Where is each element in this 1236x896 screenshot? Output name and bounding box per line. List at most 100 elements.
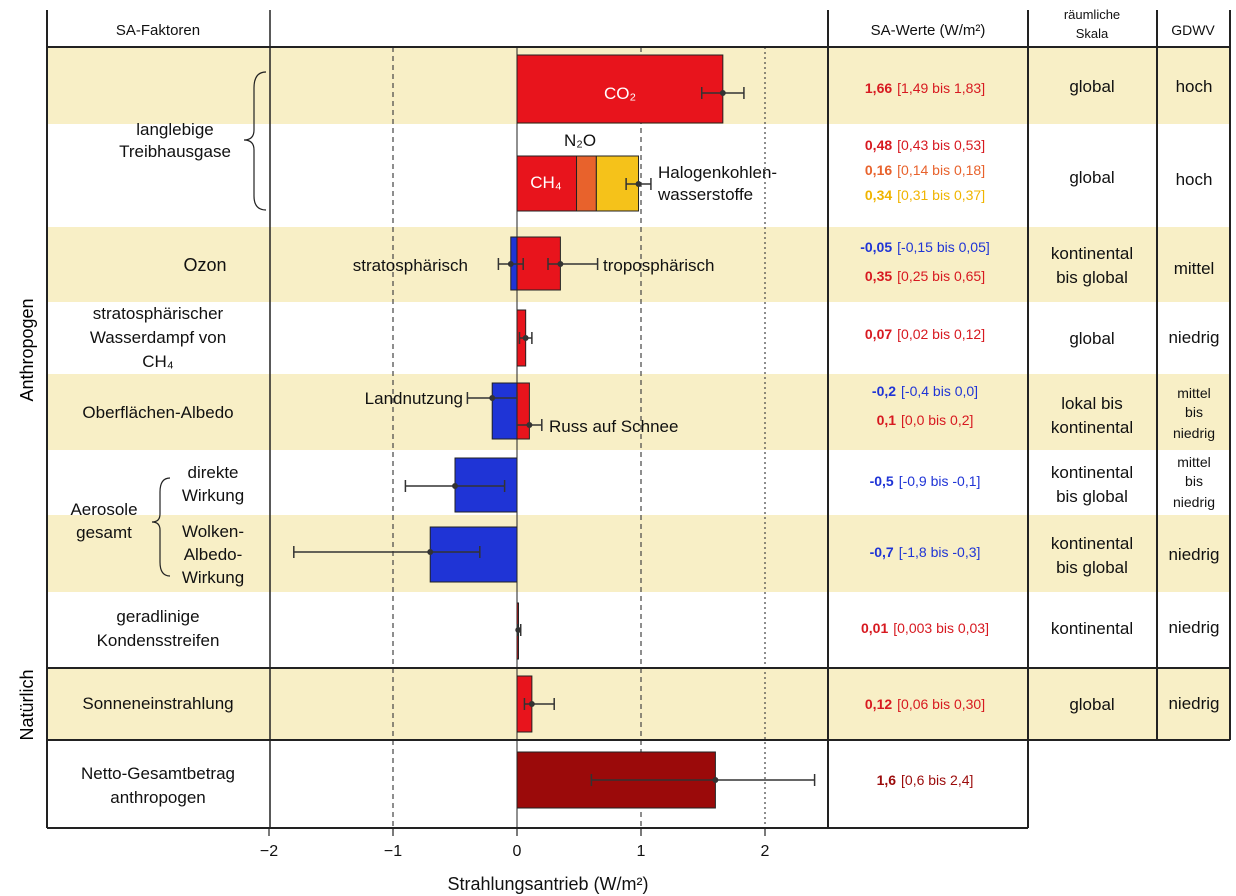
scale-aer-direct-l1: kontinental — [1051, 463, 1133, 482]
x-tick-label: 2 — [761, 843, 770, 860]
bar-aer-cloud — [429, 526, 518, 583]
annot-halo-l1: Halogenkohlen- — [658, 163, 777, 182]
sa-co2: 1,66 [1,49 bis 1,83] — [865, 80, 985, 96]
gdwv-ghg: hoch — [1176, 77, 1213, 96]
band-albedo — [47, 374, 1230, 450]
x-tick-label: 1 — [637, 843, 646, 860]
label-net-l2: anthropogen — [110, 788, 205, 807]
scale-aer-cloud-l1: kontinental — [1051, 534, 1133, 553]
x-tick-labels: −2 −1 0 1 2 — [260, 843, 770, 860]
errbar-contrails — [515, 624, 522, 636]
sa-trop-ozone-best: 0,35 — [865, 268, 892, 284]
sa-strat-ozone: -0,05 [-0,15 bis 0,05] — [860, 239, 990, 255]
scale-albedo-l1: lokal bis — [1061, 394, 1122, 413]
errbar-center — [712, 777, 719, 783]
gdwv-contrails: niedrig — [1168, 618, 1219, 637]
band-solar — [47, 668, 1230, 740]
sa-ch4: 0,16 [0,14 bis 0,18] — [865, 162, 985, 178]
sa-strat-ozone-best: -0,05 — [860, 239, 892, 255]
label-aer-direct-l2: Wirkung — [182, 486, 244, 505]
sa-strat-ozone-range: [-0,15 bis 0,05] — [897, 239, 990, 255]
annot-strat: stratosphärisch — [353, 256, 468, 275]
gdwv-solar: niedrig — [1168, 694, 1219, 713]
errbar-center — [452, 483, 458, 489]
errbar-center — [635, 181, 642, 187]
header-scale-l2: Skala — [1076, 26, 1109, 41]
sa-trop-ozone-range: [0,25 bis 0,65] — [897, 268, 985, 284]
sa-ch4-range: [0,14 bis 0,18] — [897, 162, 985, 178]
errbar-center — [515, 627, 522, 633]
annot-land: Landnutzung — [365, 389, 463, 408]
sa-solar-best: 0,12 — [865, 696, 892, 712]
label-h2o-l1: stratosphärischer — [93, 304, 224, 323]
sa-h2o: 0,07 [0,02 bis 0,12] — [865, 326, 985, 342]
errbar-soot — [516, 419, 543, 431]
label-h2o-l3: CH₄ — [142, 352, 174, 371]
table-frame — [46, 10, 1231, 829]
sa-n2o-range: [0,43 bis 0,53] — [897, 137, 985, 153]
label-aer-cloud-l1: Wolken- — [182, 522, 244, 541]
sa-aer-direct: -0,5 [-0,9 bis -0,1] — [870, 473, 981, 489]
sa-ch4-best: 0,16 — [865, 162, 892, 178]
scale-solar: global — [1069, 695, 1114, 714]
label-contrails-l1: geradlinige — [116, 607, 199, 626]
errbar-solar — [523, 698, 555, 710]
sa-co2-best: 1,66 — [865, 80, 892, 96]
annot-co2: CO₂ — [604, 84, 636, 103]
errbar-center — [522, 335, 529, 341]
scale-aer-direct-l2: bis global — [1056, 487, 1128, 506]
errbar-center — [507, 261, 514, 267]
errbar-aer-cloud — [293, 546, 481, 558]
errbar-aer-direct — [404, 480, 506, 492]
sa-soot-range: [0,0 bis 0,2] — [901, 412, 973, 428]
sa-net: 1,6 [0,6 bis 2,4] — [877, 772, 974, 788]
sa-soot: 0,1 [0,0 bis 0,2] — [877, 412, 974, 428]
label-h2o-l2: Wasserdampf von — [90, 328, 226, 347]
label-aer-direct-l1: direkte — [187, 463, 238, 482]
band-ozone — [47, 227, 1230, 302]
errbar-net — [590, 774, 816, 786]
label-ozone: Ozon — [183, 255, 226, 275]
header-values: SA-Werte (W/m²) — [871, 22, 986, 39]
sa-net-range: [0,6 bis 2,4] — [901, 772, 973, 788]
gdwv-aer-cloud: niedrig — [1168, 545, 1219, 564]
sa-aer-cloud: -0,7 [-1,8 bis -0,3] — [870, 544, 981, 560]
sa-solar: 0,12 [0,06 bis 0,30] — [865, 696, 985, 712]
label-solar: Sonneneinstrahlung — [82, 694, 233, 713]
bar-soot — [516, 382, 530, 440]
header-factors: SA-Faktoren — [116, 22, 200, 39]
gdwv-h2o: niedrig — [1168, 328, 1219, 347]
header-scale-l1: räumliche — [1064, 7, 1120, 22]
error-bars — [293, 87, 816, 786]
errbar-center — [427, 549, 434, 555]
bar-n2o — [576, 155, 597, 212]
sa-land: -0,2 [-0,4 bis 0,0] — [872, 383, 978, 399]
scale-ghg2: global — [1069, 168, 1114, 187]
sa-halo-range: [0,31 bis 0,37] — [897, 187, 985, 203]
gdwv-albedo-l1: mittel — [1177, 385, 1210, 401]
annot-trop: troposphärisch — [603, 256, 715, 275]
x-axis-label: Strahlungsantrieb (W/m²) — [447, 874, 648, 894]
x-tick-label: 0 — [513, 843, 522, 860]
bars — [429, 54, 724, 809]
label-aer-total-l2: gesamt — [76, 523, 132, 542]
sa-aer-cloud-range: [-1,8 bis -0,3] — [899, 544, 981, 560]
sa-h2o-range: [0,02 bis 0,12] — [897, 326, 985, 342]
bar-annotations: CO₂ N₂O CH₄ Halogenkohlen- wasserstoffe … — [353, 84, 777, 436]
errbar-center — [526, 422, 533, 428]
factor-labels: langlebige Treibhausgase Ozon stratosphä… — [70, 71, 267, 807]
scale-aer-cloud-l2: bis global — [1056, 558, 1128, 577]
errbar-co2 — [701, 87, 745, 99]
sa-aer-direct-range: [-0,9 bis -0,1] — [899, 473, 981, 489]
group-label-natural: Natürlich — [17, 669, 37, 740]
gdwv-aer-direct-l2: bis — [1185, 473, 1203, 489]
sa-aer-cloud-best: -0,7 — [870, 544, 894, 560]
gdwv-aer-direct-l3: niedrig — [1173, 494, 1215, 510]
annot-soot: Russ auf Schnee — [549, 417, 678, 436]
scale-ozone-l1: kontinental — [1051, 244, 1133, 263]
errbar-h2o — [518, 332, 533, 344]
errbar-center — [557, 261, 564, 267]
x-ticks — [268, 828, 766, 836]
errbar-center — [528, 701, 535, 707]
